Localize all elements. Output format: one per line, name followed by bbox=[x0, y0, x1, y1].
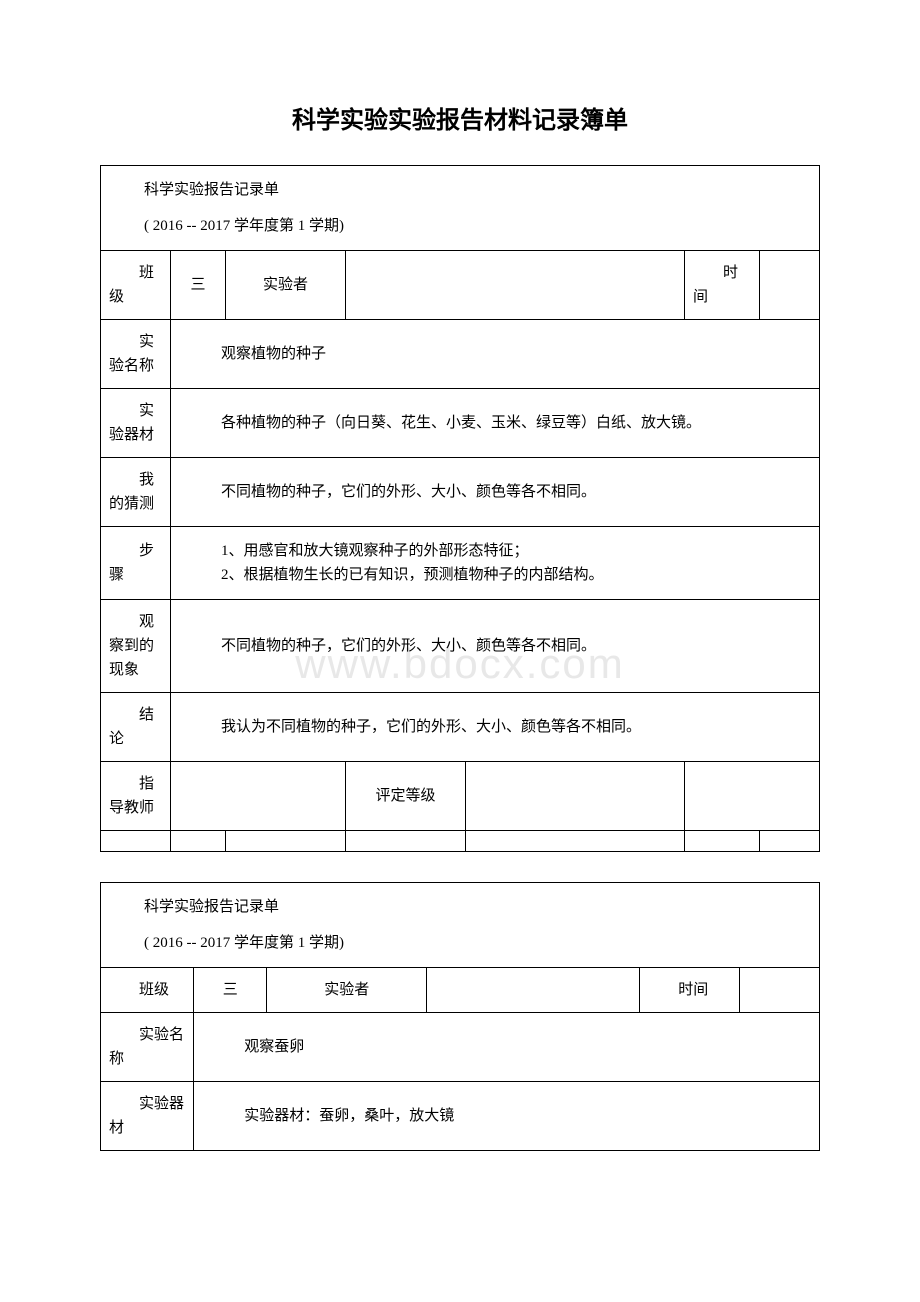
empty-cell bbox=[171, 831, 226, 852]
step-2: 2、根据植物生长的已有知识，预测植物种子的内部结构。 bbox=[191, 563, 799, 587]
grade-value-1 bbox=[466, 762, 685, 831]
empty-cell bbox=[760, 831, 820, 852]
empty-cell bbox=[685, 831, 760, 852]
time-label: 时间 bbox=[640, 968, 740, 1013]
report-table-2: 科学实验报告记录单 ( 2016 -- 2017 学年度第 1 学期) 班级 三… bbox=[100, 882, 820, 1151]
header-title: 科学实验报告记录单 bbox=[109, 895, 811, 919]
class-value: 三 bbox=[194, 968, 267, 1013]
experimenter-label: 实验者 bbox=[226, 251, 346, 320]
table-header: 科学实验报告记录单 ( 2016 -- 2017 学年度第 1 学期) bbox=[101, 883, 820, 968]
empty-cell bbox=[226, 831, 346, 852]
exp-equipment-value: 实验器材：蚕卵，桑叶，放大镜 bbox=[194, 1082, 820, 1151]
time-label: 时间 bbox=[685, 251, 760, 320]
header-subtitle: ( 2016 -- 2017 学年度第 1 学期) bbox=[109, 214, 811, 238]
exp-name-value: 观察植物的种子 bbox=[171, 320, 820, 389]
header-subtitle: ( 2016 -- 2017 学年度第 1 学期) bbox=[109, 931, 811, 955]
grade-value-2 bbox=[685, 762, 820, 831]
teacher-value bbox=[171, 762, 346, 831]
guess-value: 不同植物的种子，它们的外形、大小、颜色等各不相同。 bbox=[171, 458, 820, 527]
empty-cell bbox=[466, 831, 685, 852]
step-1: 1、用感官和放大镜观察种子的外部形态特征； bbox=[191, 539, 799, 563]
time-value bbox=[740, 968, 820, 1013]
exp-equipment-value: 各种植物的种子（向日葵、花生、小麦、玉米、绿豆等）白纸、放大镜。 bbox=[171, 389, 820, 458]
class-label: 班级 bbox=[101, 251, 171, 320]
steps-label: 步骤 bbox=[101, 527, 171, 600]
time-value bbox=[760, 251, 820, 320]
table-header: 科学实验报告记录单 ( 2016 -- 2017 学年度第 1 学期) bbox=[101, 166, 820, 251]
class-value: 三 bbox=[171, 251, 226, 320]
guess-label: 我的猜测 bbox=[101, 458, 171, 527]
observation-value: 不同植物的种子，它们的外形、大小、颜色等各不相同。 bbox=[171, 600, 820, 693]
steps-value: 1、用感官和放大镜观察种子的外部形态特征； 2、根据植物生长的已有知识，预测植物… bbox=[171, 527, 820, 600]
exp-name-value: 观察蚕卵 bbox=[194, 1013, 820, 1082]
report-table-1: 科学实验报告记录单 ( 2016 -- 2017 学年度第 1 学期) 班级 三… bbox=[100, 165, 820, 852]
experimenter-value bbox=[427, 968, 640, 1013]
grade-label: 评定等级 bbox=[346, 762, 466, 831]
exp-name-label: 实验名称 bbox=[101, 1013, 194, 1082]
exp-equipment-label: 实验器材 bbox=[101, 389, 171, 458]
empty-cell bbox=[346, 831, 466, 852]
experimenter-label: 实验者 bbox=[267, 968, 427, 1013]
experimenter-value bbox=[346, 251, 685, 320]
observation-label: 观察到的现象 bbox=[101, 600, 171, 693]
conclusion-label: 结论 bbox=[101, 693, 171, 762]
class-label: 班级 bbox=[101, 968, 194, 1013]
conclusion-value: 我认为不同植物的种子，它们的外形、大小、颜色等各不相同。 bbox=[171, 693, 820, 762]
teacher-label: 指导教师 bbox=[101, 762, 171, 831]
empty-cell bbox=[101, 831, 171, 852]
exp-name-label: 实验名称 bbox=[101, 320, 171, 389]
exp-equipment-label: 实验器材 bbox=[101, 1082, 194, 1151]
page-title: 科学实验实验报告材料记录簿单 bbox=[100, 100, 820, 135]
header-title: 科学实验报告记录单 bbox=[109, 178, 811, 202]
